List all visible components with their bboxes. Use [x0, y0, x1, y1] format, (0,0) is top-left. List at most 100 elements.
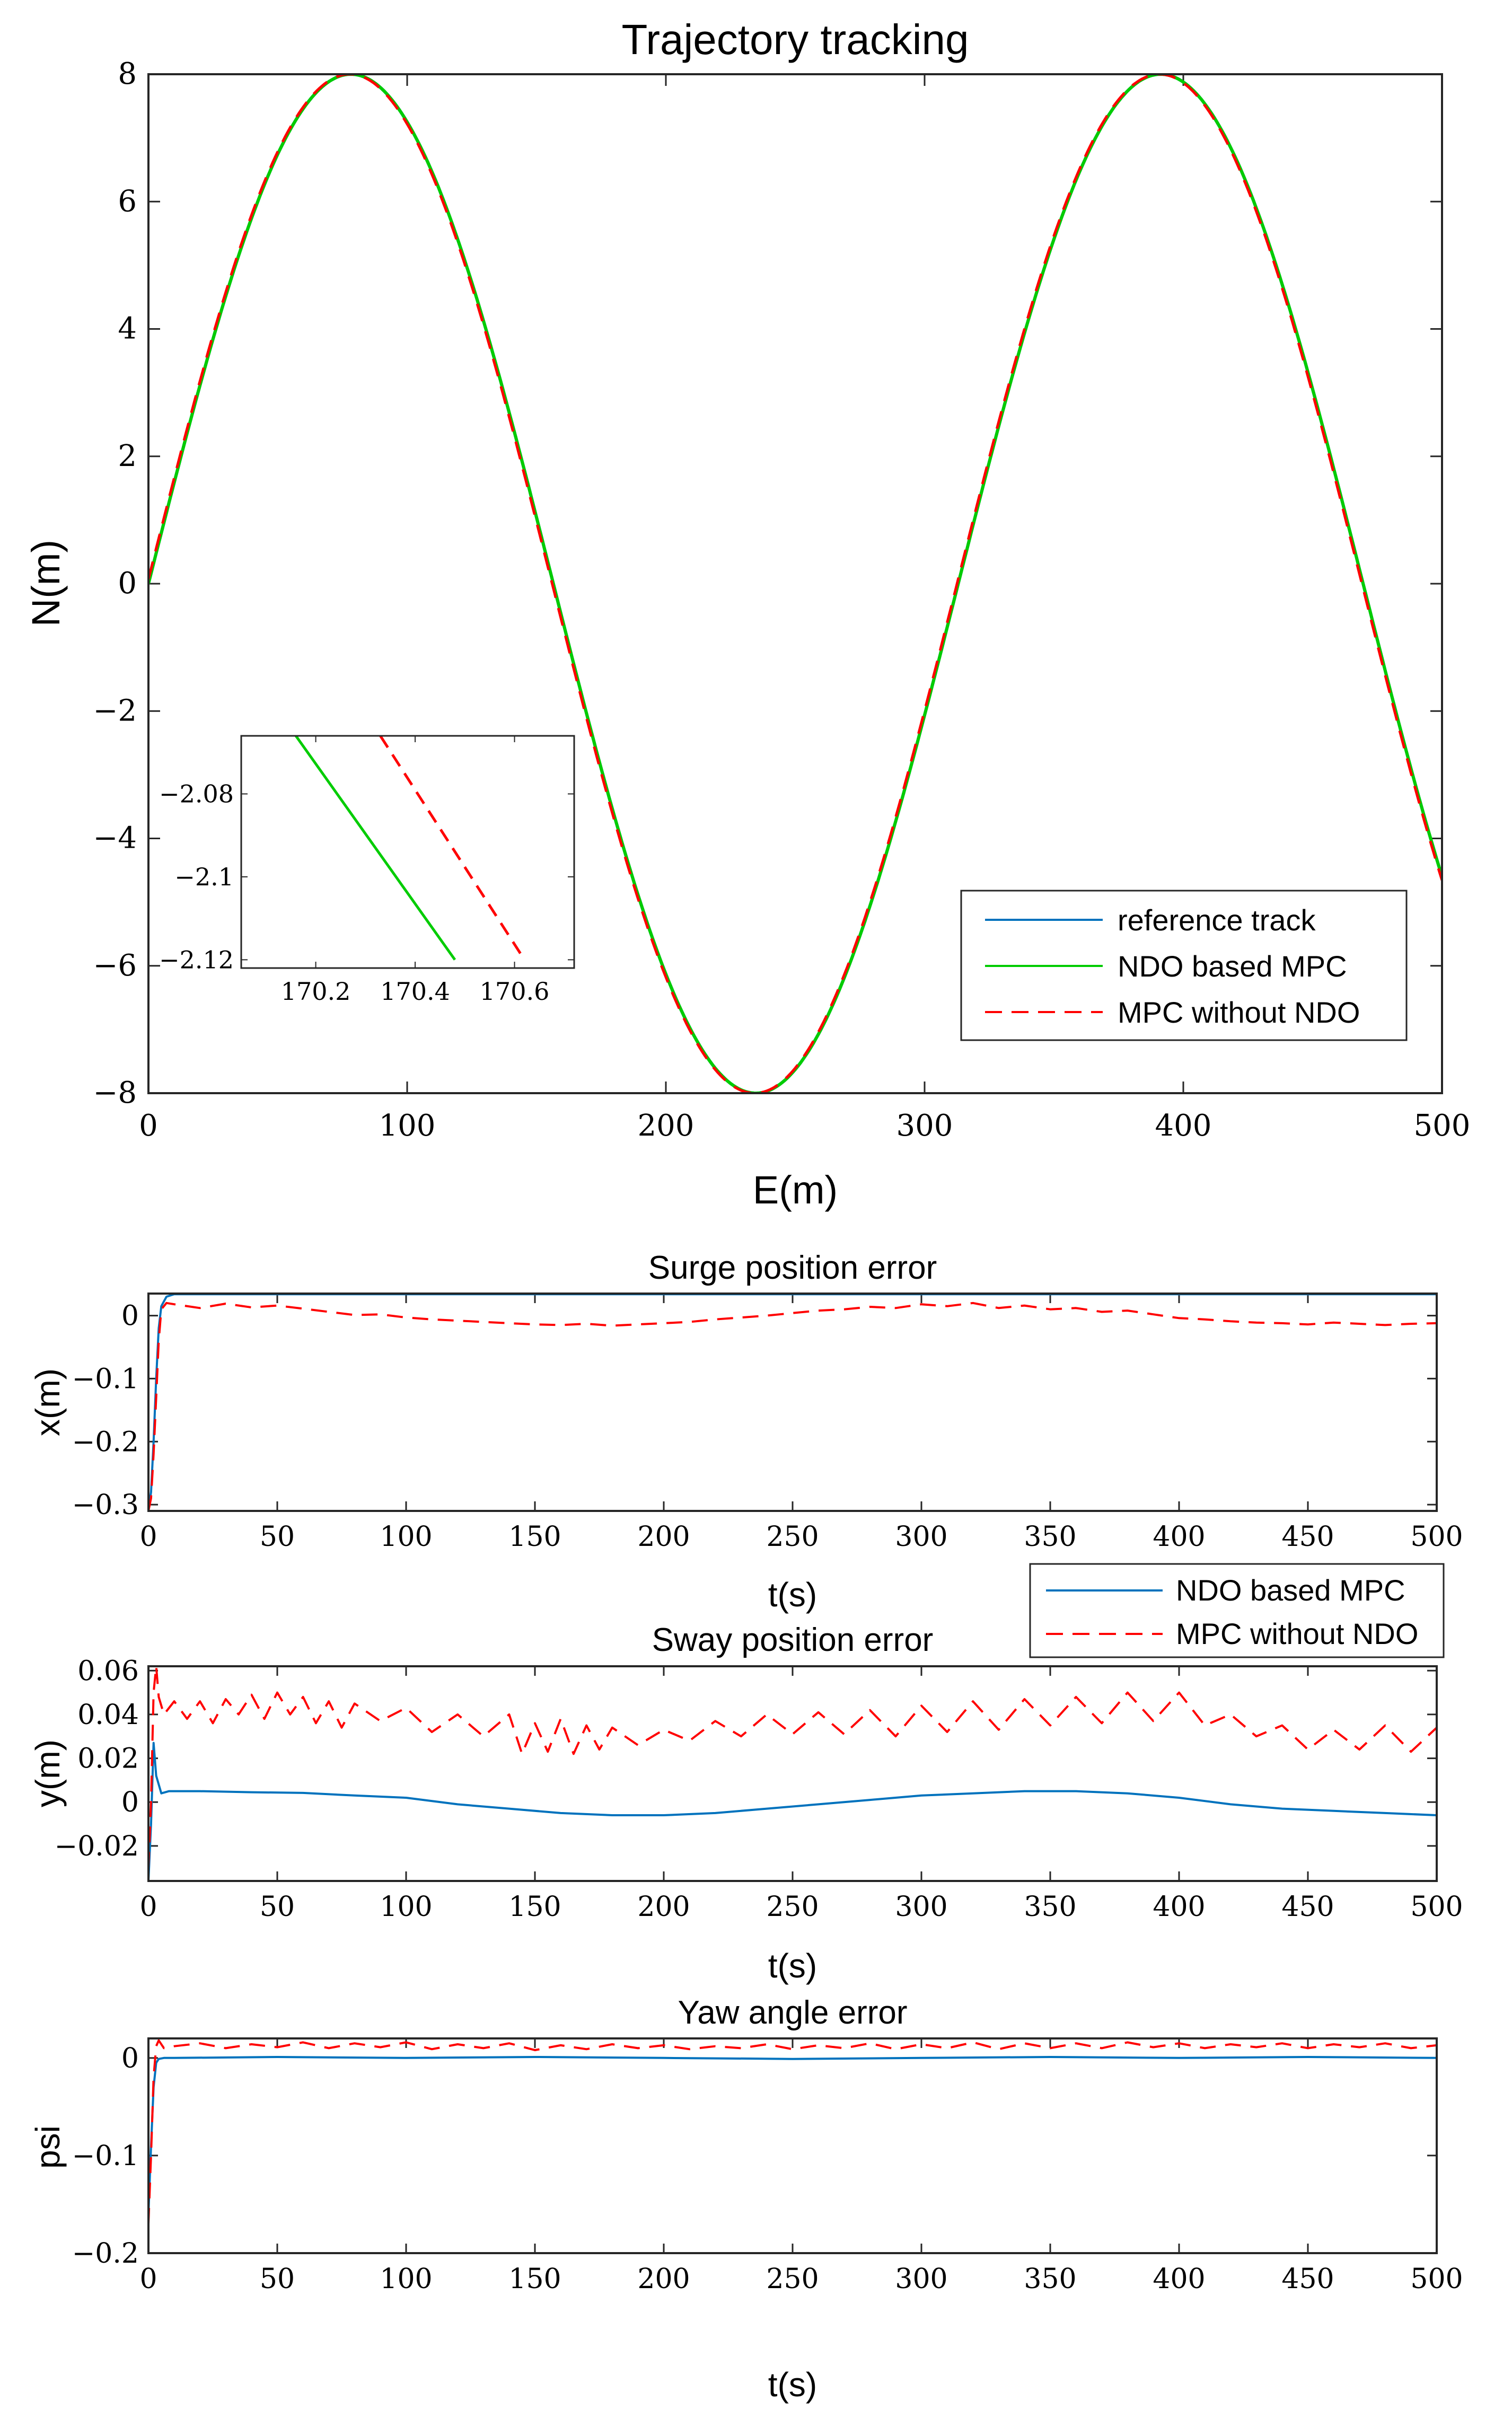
sway-ytick-label: −0.02	[55, 1831, 139, 1862]
tracking-ylabel: N(m)	[24, 540, 68, 627]
surge-xtick-label: 500	[1410, 1521, 1463, 1553]
surge-y-tick-labels: −0.3 −0.2 −0.1 0	[72, 1300, 139, 1522]
yaw-title: Yaw angle error	[678, 1994, 907, 2031]
surge-xtick-label: 200	[637, 1521, 690, 1553]
tracking-xtick-label: 300	[896, 1109, 953, 1143]
surge-xtick-label: 450	[1281, 1521, 1334, 1553]
yaw-ytick-label: −0.1	[72, 2140, 139, 2172]
inset-ytick-label: −2.08	[159, 780, 234, 808]
yaw-axes-box	[147, 2037, 1438, 2254]
surge-axes-box	[147, 1293, 1438, 1512]
tracking-ytick-label: 4	[118, 312, 137, 346]
error-legend-label-mpc: MPC without NDO	[1176, 1617, 1418, 1650]
inset-y-tick-labels: −2.08 −2.1 −2.12	[159, 780, 234, 974]
yaw-series	[148, 2039, 1437, 2224]
inset-xtick-label: 170.6	[480, 977, 550, 1006]
sway-axes-box	[147, 1665, 1438, 1882]
yaw-xtick-label: 400	[1153, 2263, 1205, 2295]
tracking-xtick-label: 0	[139, 1109, 158, 1143]
inset-xtick-label: 170.4	[380, 977, 450, 1006]
surge-series	[148, 1294, 1437, 1511]
sway-ticks	[147, 1666, 1438, 1881]
surge-ytick-label: −0.2	[72, 1426, 139, 1458]
tracking-xtick-label: 500	[1414, 1109, 1471, 1143]
tracking-xlabel: E(m)	[753, 1168, 838, 1212]
inset-xtick-label: 170.2	[281, 977, 351, 1006]
tracking-xtick-label: 200	[638, 1109, 695, 1143]
surge-xtick-label: 350	[1024, 1521, 1076, 1553]
yaw-xtick-label: 500	[1410, 2263, 1463, 2295]
tracking-y-tick-labels: −8 −6 −4 −2 0 2 4 6 8	[93, 57, 137, 1110]
surge-ytick-label: −0.3	[72, 1489, 139, 1521]
sway-title: Sway position error	[652, 1622, 934, 1658]
surge-xtick-label: 250	[766, 1521, 819, 1553]
tracking-ytick-label: 2	[118, 439, 137, 473]
tracking-x-tick-labels: 0 100 200 300 400 500	[139, 1109, 1470, 1143]
sway-xtick-label: 0	[139, 1891, 157, 1923]
legend-label-mpc: MPC without NDO	[1118, 996, 1360, 1029]
inset-x-tick-labels: 170.2 170.4 170.6	[281, 977, 550, 1006]
sway-ytick-label: 0.06	[77, 1655, 139, 1687]
sway-xtick-label: 500	[1410, 1891, 1463, 1923]
tracking-xtick-label: 400	[1155, 1109, 1212, 1143]
yaw-xtick-label: 300	[895, 2263, 947, 2295]
tracking-ytick-label: 0	[118, 566, 137, 601]
yaw-series-line-0	[148, 2056, 1437, 2214]
inset-line-0	[295, 736, 456, 961]
sway-xtick-label: 150	[508, 1891, 561, 1923]
sway-x-tick-labels: 0 50 100 150 200 250 300 350 400 450 500	[139, 1891, 1463, 1923]
surge-ticks	[147, 1294, 1438, 1511]
sway-xtick-label: 50	[260, 1891, 295, 1923]
sway-ytick-label: 0.04	[77, 1699, 139, 1731]
yaw-ytick-label: −0.2	[72, 2238, 139, 2270]
tracking-ytick-label: −8	[93, 1076, 137, 1110]
sway-panel: Sway position error 0 50 100 150 200 250 300 35…	[29, 1622, 1463, 1985]
sway-xlabel: t(s)	[768, 1947, 817, 1985]
sway-ytick-label: 0	[121, 1787, 139, 1818]
yaw-ytick-label: 0	[121, 2043, 139, 2074]
yaw-xtick-label: 100	[380, 2263, 432, 2295]
inset-axes-box	[240, 735, 575, 969]
tracking-title: Trajectory tracking	[622, 16, 969, 63]
tracking-ytick-label: −4	[93, 821, 137, 856]
inset-ytick-label: −2.1	[174, 863, 234, 891]
sway-xtick-label: 250	[766, 1891, 819, 1923]
inset-background	[241, 736, 574, 968]
legend-label-reference: reference track	[1118, 903, 1316, 937]
sway-xtick-label: 350	[1024, 1891, 1076, 1923]
error-legend-label-ndo: NDO based MPC	[1176, 1573, 1405, 1607]
yaw-xtick-label: 150	[508, 2263, 561, 2295]
sway-xtick-label: 100	[380, 1891, 432, 1923]
tracking-ytick-label: −6	[93, 948, 137, 983]
surge-ylabel: x(m)	[29, 1368, 67, 1436]
sway-xtick-label: 400	[1153, 1891, 1205, 1923]
error-legend-box	[1029, 1563, 1445, 1658]
yaw-xlabel: t(s)	[768, 2366, 817, 2404]
sway-xtick-label: 200	[637, 1891, 690, 1923]
tracking-inset: 170.2 170.4 170.6 −2.08 −2.1 −2.12	[159, 735, 575, 1006]
yaw-xtick-label: 450	[1281, 2263, 1334, 2295]
yaw-x-tick-labels: 0 50 100 150 200 250 300 350 400 450 500	[139, 2263, 1463, 2295]
yaw-xtick-label: 50	[260, 2263, 295, 2295]
tracking-legend: reference track NDO based MPC MPC withou…	[960, 890, 1408, 1041]
inset-series	[295, 736, 526, 961]
surge-xtick-label: 50	[260, 1521, 295, 1553]
sway-y-tick-labels: −0.02 0 0.02 0.04 0.06	[55, 1655, 139, 1862]
series-line-2	[148, 74, 1442, 1093]
surge-xtick-label: 100	[380, 1521, 432, 1553]
sway-xtick-label: 300	[895, 1891, 947, 1923]
surge-xtick-label: 150	[508, 1521, 561, 1553]
surge-ytick-label: −0.1	[72, 1363, 139, 1395]
surge-series-line-0	[148, 1294, 1437, 1511]
yaw-ticks	[147, 2038, 1438, 2254]
tracking-xtick-label: 100	[379, 1109, 436, 1143]
sway-series	[148, 1666, 1437, 1881]
tracking-panel: Trajectory tracking 0 100 200 300 400 500 −8 −…	[24, 16, 1470, 1212]
surge-series-line-1	[148, 1302, 1437, 1511]
sway-series-line-0	[148, 1742, 1437, 1881]
yaw-panel: Yaw angle error 0 50 100 150 200 250 300 350 400…	[29, 1994, 1463, 2404]
surge-xtick-label: 0	[139, 1521, 157, 1553]
surge-x-tick-labels: 0 50 100 150 200 250 300 350 400 450 500	[139, 1521, 1463, 1553]
tracking-series	[148, 74, 1442, 1093]
yaw-ylabel: psi	[29, 2125, 67, 2169]
